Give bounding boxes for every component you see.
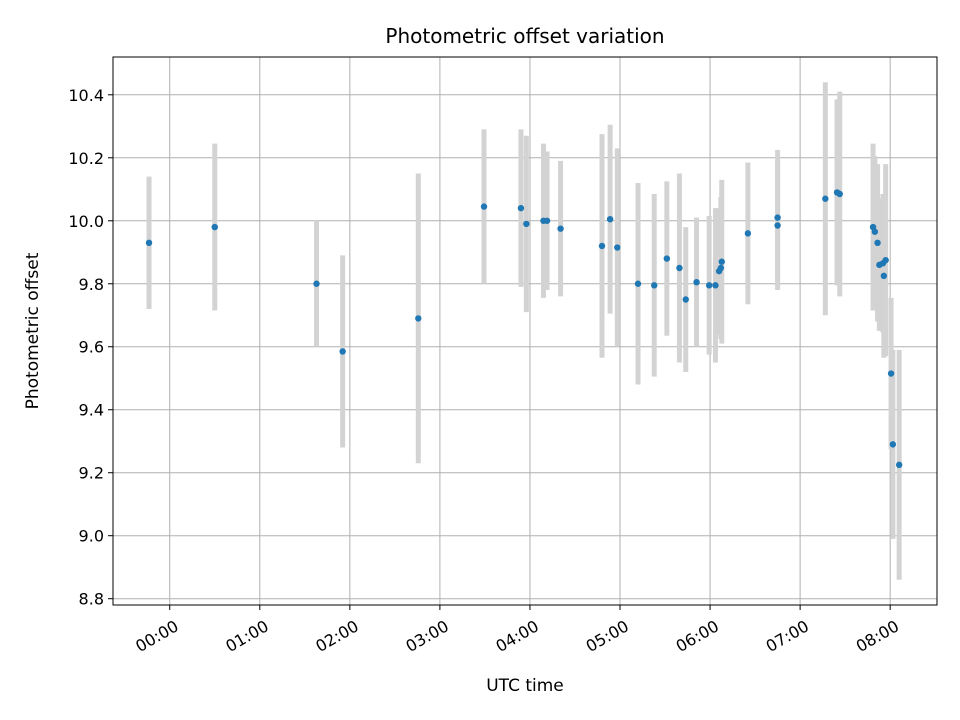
y-tick-label: 9.4 — [79, 401, 104, 420]
data-point — [676, 264, 683, 272]
y-tick-label: 9.8 — [79, 275, 104, 294]
data-point — [717, 264, 725, 272]
data-point — [682, 296, 689, 303]
data-point — [614, 244, 621, 251]
y-axis-label: Photometric offset — [23, 252, 43, 409]
data-point — [517, 204, 525, 212]
data-point — [705, 282, 713, 289]
data-point — [523, 220, 530, 228]
data-points — [145, 189, 903, 469]
data-point — [415, 315, 422, 322]
x-axis-label: UTC time — [486, 676, 564, 696]
data-point — [339, 348, 346, 355]
y-tick-label: 10.4 — [68, 86, 104, 105]
y-tick-label: 8.8 — [79, 590, 104, 609]
data-point — [313, 280, 320, 287]
y-tick-label: 9.0 — [79, 527, 104, 546]
data-point — [480, 203, 488, 210]
data-point — [836, 190, 843, 198]
y-tick-label: 10.0 — [68, 212, 104, 231]
data-point — [693, 278, 700, 286]
y-axis: 8.8 9.0 9.2 9.4 9.6 9.8 10.0 10.2 10.4 — [68, 86, 113, 609]
data-point — [774, 222, 781, 229]
data-point — [774, 214, 781, 221]
data-point — [651, 282, 658, 289]
chart-title: Photometric offset variation — [385, 24, 664, 48]
data-point — [543, 217, 551, 224]
data-point — [887, 370, 895, 377]
data-point — [882, 256, 889, 264]
plot-frame — [112, 56, 938, 606]
data-point — [874, 239, 881, 247]
data-point — [889, 441, 897, 448]
data-point — [718, 258, 725, 265]
data-point — [712, 282, 719, 289]
data-point — [895, 461, 903, 469]
data-point — [606, 215, 614, 223]
data-point — [744, 230, 752, 237]
data-point — [634, 280, 642, 287]
data-point — [598, 242, 606, 250]
data-point — [145, 239, 153, 247]
data-point — [557, 225, 564, 232]
y-tick-label: 9.2 — [79, 464, 104, 483]
y-tick-label: 10.2 — [68, 149, 104, 168]
data-point — [880, 272, 888, 280]
data-point — [211, 223, 218, 231]
data-point — [822, 195, 829, 202]
data-point — [871, 228, 879, 235]
y-tick-label: 9.6 — [79, 338, 104, 357]
data-point — [663, 255, 671, 262]
